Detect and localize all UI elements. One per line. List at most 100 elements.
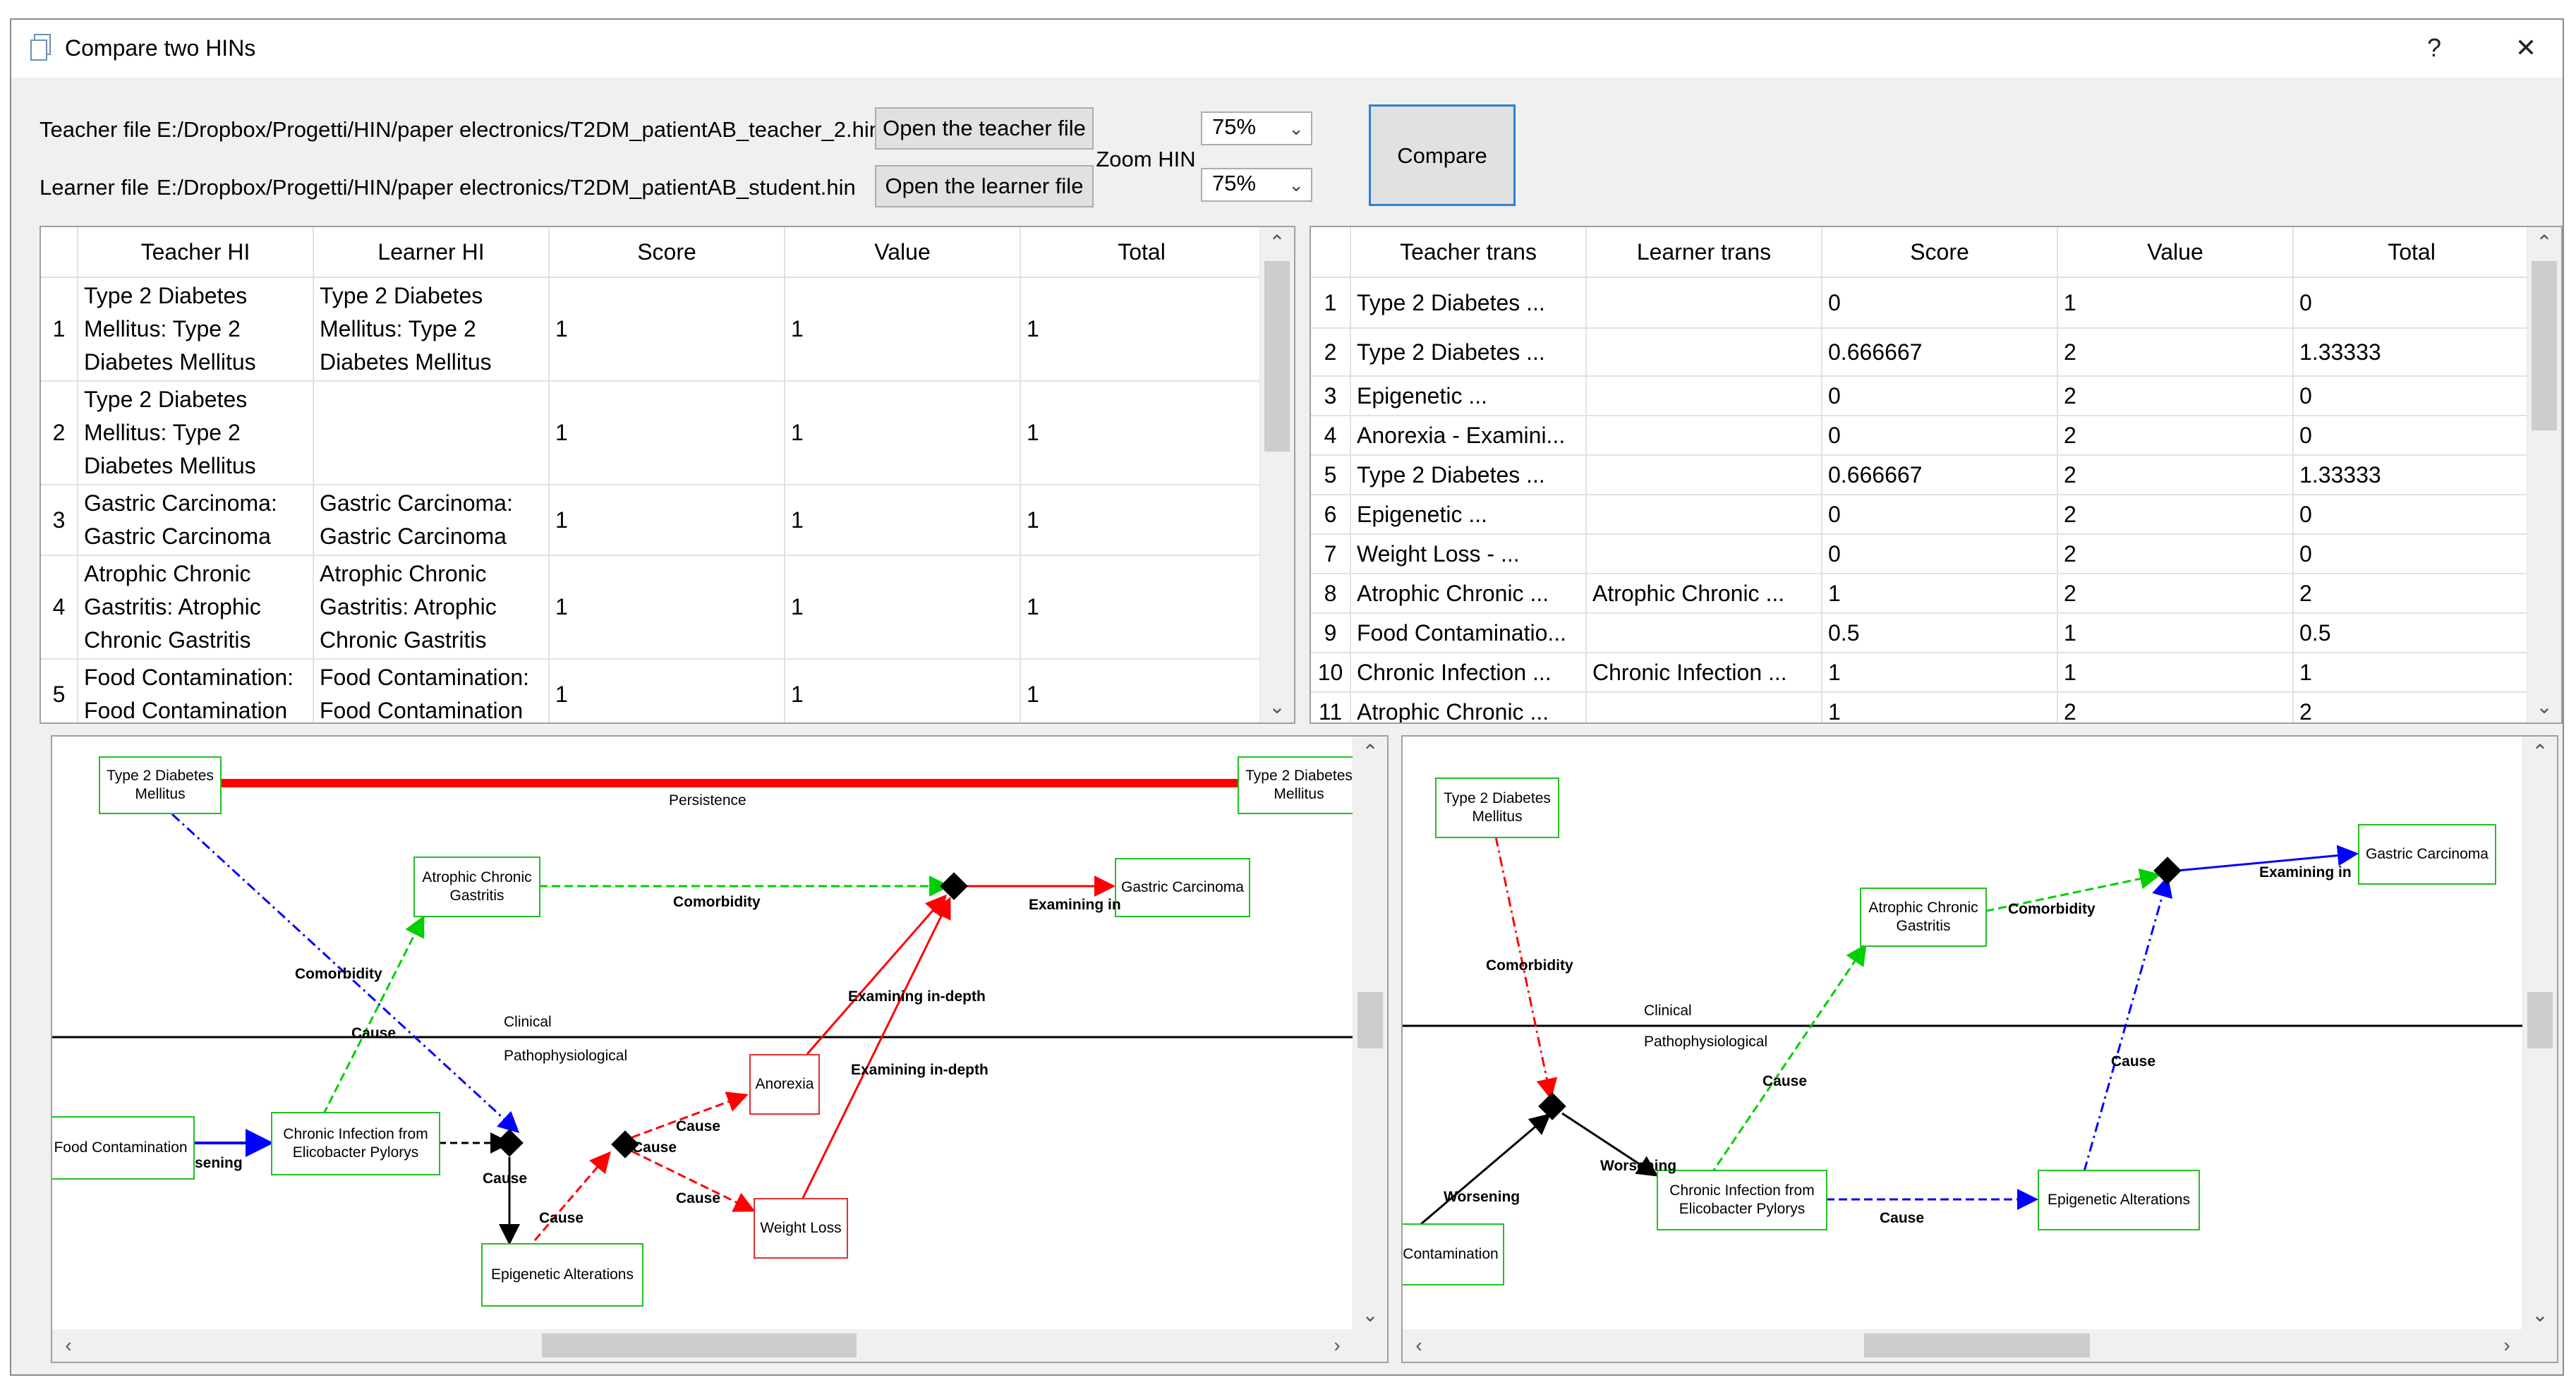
scroll-down-icon[interactable]: ⌄ bbox=[2532, 1304, 2548, 1326]
scroll-up-icon[interactable]: ⌃ bbox=[1269, 231, 1286, 253]
compare-button[interactable]: Compare bbox=[1369, 104, 1516, 206]
node-anorexia[interactable]: Anorexia bbox=[749, 1054, 820, 1115]
teacher-hi-cell: Atrophic Chronic Gastritis: Atrophic Chr… bbox=[78, 555, 314, 660]
node-gastric-carcinoma[interactable]: Gastric Carcinoma bbox=[2358, 824, 2496, 885]
table-row[interactable]: 6 Epigenetic ... 0 2 0 bbox=[1311, 495, 2531, 535]
table-row[interactable]: 4 Atrophic Chronic Gastritis: Atrophic C… bbox=[41, 555, 1264, 660]
learner-view-horizontal-scrollbar[interactable]: ‹ › bbox=[1403, 1329, 2557, 1362]
scroll-thumb[interactable] bbox=[1357, 992, 1383, 1048]
node-epigenetic-alterations[interactable]: Epigenetic Alterations bbox=[481, 1243, 643, 1307]
edge-label-persistence: Persistence bbox=[669, 792, 746, 809]
scroll-left-icon[interactable]: ‹ bbox=[65, 1334, 72, 1356]
table-row[interactable]: 3 Epigenetic ... 0 2 0 bbox=[1311, 376, 2531, 416]
table-row[interactable]: 4 Anorexia - Examini... 0 2 0 bbox=[1311, 416, 2531, 456]
open-teacher-file-button[interactable]: Open the teacher file bbox=[875, 107, 1094, 150]
table-row[interactable]: 8 Atrophic Chronic ... Atrophic Chronic … bbox=[1311, 574, 2531, 614]
scroll-thumb[interactable] bbox=[2527, 992, 2553, 1048]
node-atrophic-chronic-gastritis[interactable]: Atrophic Chronic Gastritis bbox=[1860, 888, 1987, 947]
node-food-contamination[interactable]: Contamination bbox=[1403, 1223, 1504, 1285]
scroll-up-icon[interactable]: ⌃ bbox=[2536, 231, 2553, 253]
scroll-down-icon[interactable]: ⌄ bbox=[1362, 1304, 1379, 1326]
scroll-thumb[interactable] bbox=[1264, 261, 1290, 452]
table-row[interactable]: 5 Type 2 Diabetes ... 0.666667 2 1.33333 bbox=[1311, 455, 2531, 495]
value-cell: 2 bbox=[2057, 692, 2294, 722]
total-cell: 0 bbox=[2293, 376, 2531, 416]
row-number: 3 bbox=[1311, 376, 1351, 416]
node-epigenetic-alterations[interactable]: Epigenetic Alterations bbox=[2038, 1170, 2200, 1230]
score-cell: 1 bbox=[1822, 653, 2058, 693]
scroll-down-icon[interactable]: ⌄ bbox=[1269, 696, 1286, 718]
table-row[interactable]: 2 Type 2 Diabetes Mellitus: Type 2 Diabe… bbox=[41, 381, 1264, 485]
edge-label-cause: Cause bbox=[539, 1210, 584, 1226]
table-row[interactable]: 1 Type 2 Diabetes ... 0 1 0 bbox=[1311, 277, 2531, 329]
total-cell: 1 bbox=[2293, 653, 2531, 693]
scroll-up-icon[interactable]: ⌃ bbox=[2532, 741, 2548, 763]
total-cell: 1 bbox=[1020, 277, 1264, 382]
table-row[interactable]: 9 Food Contaminatio... 0.5 1 0.5 bbox=[1311, 613, 2531, 653]
edge-label-worsening: Worsening bbox=[1444, 1189, 1520, 1205]
node-gastric-carcinoma[interactable]: Gastric Carcinoma bbox=[1115, 858, 1250, 917]
learner-hin-view[interactable]: Type 2 Diabetes Mellitus Atrophic Chroni… bbox=[1401, 735, 2558, 1363]
scroll-up-icon[interactable]: ⌃ bbox=[1362, 741, 1379, 763]
table-row[interactable]: 1 Type 2 Diabetes Mellitus: Type 2 Diabe… bbox=[41, 277, 1264, 382]
column-header[interactable]: Value bbox=[785, 227, 1021, 278]
learner-view-vertical-scrollbar[interactable]: ⌃ ⌄ bbox=[2522, 737, 2557, 1331]
score-cell: 0.666667 bbox=[1822, 328, 2058, 377]
node-type-2-diabetes[interactable]: Type 2 Diabetes Mellitus bbox=[1435, 777, 1559, 838]
value-cell: 2 bbox=[2057, 534, 2294, 574]
total-cell: 1 bbox=[1020, 659, 1264, 722]
help-button[interactable]: ? bbox=[2426, 33, 2442, 62]
teacher-view-horizontal-scrollbar[interactable]: ‹ › bbox=[52, 1329, 1387, 1362]
scroll-thumb[interactable] bbox=[542, 1333, 857, 1357]
scroll-down-icon[interactable]: ⌄ bbox=[2536, 696, 2553, 718]
node-food-contamination[interactable]: Food Contamination bbox=[52, 1116, 195, 1180]
scroll-right-icon[interactable]: › bbox=[1334, 1334, 1341, 1356]
node-type-2-diabetes-right[interactable]: Type 2 Diabetes Mellitus bbox=[1238, 756, 1360, 814]
table-row[interactable]: 11 Atrophic Chronic ... 1 2 2 bbox=[1311, 692, 2531, 722]
column-header[interactable]: Score bbox=[549, 227, 785, 278]
column-header[interactable]: Learner trans bbox=[1586, 227, 1822, 278]
corner-cell bbox=[41, 227, 78, 278]
total-cell: 0 bbox=[2293, 277, 2531, 329]
teacher-view-vertical-scrollbar[interactable]: ⌃ ⌄ bbox=[1353, 737, 1387, 1331]
column-header[interactable]: Value bbox=[2057, 227, 2294, 278]
node-chronic-infection[interactable]: Chronic Infection from Elicobacter Pylor… bbox=[271, 1112, 440, 1175]
value-cell: 1 bbox=[785, 381, 1021, 485]
scroll-left-icon[interactable]: ‹ bbox=[1415, 1334, 1422, 1356]
column-header[interactable]: Score bbox=[1822, 227, 2058, 278]
scroll-thumb[interactable] bbox=[1864, 1333, 2090, 1357]
close-button[interactable]: ✕ bbox=[2515, 33, 2537, 62]
node-type-2-diabetes[interactable]: Type 2 Diabetes Mellitus bbox=[99, 756, 222, 814]
scroll-right-icon[interactable]: › bbox=[2503, 1334, 2510, 1356]
scroll-thumb[interactable] bbox=[2532, 261, 2557, 430]
column-header[interactable]: Total bbox=[2293, 227, 2531, 278]
table-row[interactable]: 10 Chronic Infection ... Chronic Infecti… bbox=[1311, 653, 2531, 693]
layer-label-pathophysiological: Pathophysiological bbox=[1644, 1034, 1768, 1050]
table-row[interactable]: 2 Type 2 Diabetes ... 0.666667 2 1.33333 bbox=[1311, 328, 2531, 377]
node-weight-loss[interactable]: Weight Loss bbox=[754, 1198, 848, 1259]
teacher-hin-view[interactable]: Type 2 Diabetes Mellitus Type 2 Diabetes… bbox=[51, 735, 1389, 1363]
table-row[interactable]: 7 Weight Loss - ... 0 2 0 bbox=[1311, 534, 2531, 574]
open-learner-file-button[interactable]: Open the learner file bbox=[875, 165, 1094, 207]
column-header[interactable]: Teacher HI bbox=[78, 227, 314, 278]
transitions-table-header: Teacher trans Learner trans Score Value … bbox=[1311, 227, 2531, 278]
column-header[interactable]: Total bbox=[1020, 227, 1264, 278]
node-atrophic-chronic-gastritis[interactable]: Atrophic Chronic Gastritis bbox=[413, 857, 540, 917]
learner-zoom-select[interactable]: 75% ⌄ bbox=[1201, 168, 1312, 202]
learner-trans-cell bbox=[1586, 495, 1822, 535]
edge-label-examining: Examining in bbox=[2259, 864, 2352, 880]
edge-label-examining: Examining in bbox=[1029, 897, 1121, 913]
node-chronic-infection[interactable]: Chronic Infection from Elicobacter Pylor… bbox=[1657, 1170, 1827, 1230]
score-cell: 1 bbox=[549, 277, 785, 382]
teacher-zoom-select[interactable]: 75% ⌄ bbox=[1201, 111, 1312, 145]
edge-label-comorbidity: Comorbidity bbox=[2008, 901, 2096, 917]
table-row[interactable]: 3 Gastric Carcinoma: Gastric Carcinoma G… bbox=[41, 485, 1264, 556]
value-cell: 1 bbox=[785, 659, 1021, 722]
table-row[interactable]: 5 Food Contamination: Food Contamination… bbox=[41, 659, 1264, 722]
hi-table-vertical-scrollbar[interactable]: ⌃ ⌄ bbox=[1259, 227, 1294, 722]
transitions-table-vertical-scrollbar[interactable]: ⌃ ⌄ bbox=[2527, 227, 2561, 722]
column-header[interactable]: Learner HI bbox=[313, 227, 550, 278]
total-cell: 0 bbox=[2293, 416, 2531, 456]
teacher-trans-cell: Atrophic Chronic ... bbox=[1350, 692, 1587, 722]
column-header[interactable]: Teacher trans bbox=[1350, 227, 1587, 278]
